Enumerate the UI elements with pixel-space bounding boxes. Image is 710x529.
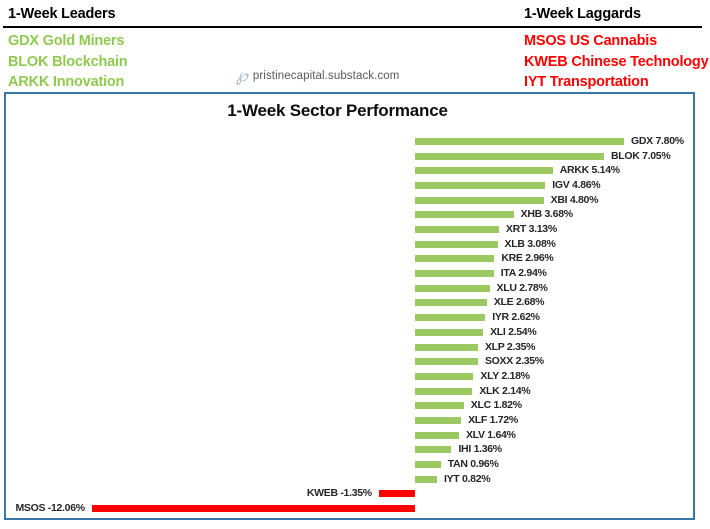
bar-xlu xyxy=(415,284,490,292)
bar-label-kre: KRE 2.96% xyxy=(501,252,554,265)
chart-title: 1-Week Sector Performance xyxy=(227,101,448,120)
bar-soxx xyxy=(415,358,478,366)
header-divider xyxy=(3,26,702,28)
bar-label-ihi: IHI 1.36% xyxy=(458,443,502,456)
bar-label-xhb: XHB 3.68% xyxy=(520,208,573,221)
bar-label-xlc: XLC 1.82% xyxy=(470,399,522,412)
bar-igv xyxy=(415,182,546,190)
bar-kre xyxy=(415,255,495,263)
leader-item-blok: BLOK Blockchain xyxy=(8,53,128,70)
bar-ihi xyxy=(415,446,452,454)
bar-label-ita: ITA 2.94% xyxy=(500,267,547,280)
bar-plot-area: GDX 7.80% BLOK 7.05% ARKK 5.14% IGV 4.86% XB… xyxy=(6,94,693,518)
bar-label-iyt: IYT 0.82% xyxy=(443,472,491,485)
bar-tan xyxy=(415,460,441,468)
watermark: ℘ pristinecapital.substack.com xyxy=(236,66,399,86)
bar-label-msos: MSOS -12.06% xyxy=(15,502,85,514)
laggards-title: 1-Week Laggards xyxy=(524,6,641,22)
bar-label-xlu: XLU 2.78% xyxy=(496,281,548,294)
bar-label-tan: TAN 0.96% xyxy=(447,457,499,470)
bar-label-iyr: IYR 2.62% xyxy=(492,311,540,324)
bar-xrt xyxy=(415,226,499,234)
sector-performance-chart: 1-Week Sector Performance GDX 7.80% BLOK … xyxy=(4,92,695,520)
bar-arkk xyxy=(415,167,553,175)
bar-iyt xyxy=(415,475,437,483)
laggard-item-msos: MSOS US Cannabis xyxy=(524,33,657,49)
bar-xlc xyxy=(415,402,464,410)
laggard-item-iyt: IYT Transportation xyxy=(524,74,649,90)
bar-label-xlf: XLF 1.72% xyxy=(468,413,518,426)
bar-label-soxx: SOXX 2.35% xyxy=(484,355,544,368)
bar-blok xyxy=(415,152,604,160)
bar-xlp xyxy=(415,343,478,351)
bar-gdx xyxy=(415,138,625,145)
bar-ita xyxy=(415,270,494,278)
bar-label-xlp: XLP 2.35% xyxy=(484,340,536,353)
laggard-item-kweb: KWEB Chinese Technology xyxy=(524,53,709,70)
bar-label-xrt: XRT 3.13% xyxy=(505,223,557,236)
bar-xbi xyxy=(415,196,544,204)
bar-msos xyxy=(91,505,415,512)
bar-xli xyxy=(415,328,484,336)
script-p-logo-icon: ℘ xyxy=(236,65,248,86)
bar-xlf xyxy=(415,416,462,424)
bar-label-xbi: XBI 4.80% xyxy=(550,193,599,206)
bar-xlb xyxy=(415,240,498,248)
bar-label-xlv: XLV 1.64% xyxy=(465,428,516,441)
bar-xlk xyxy=(415,387,473,395)
laggards-list: MSOS US Cannabis KWEB Chinese Technology… xyxy=(524,31,709,93)
bar-xly xyxy=(415,372,474,380)
bar-xle xyxy=(415,299,487,307)
bar-label-blok: BLOK 7.05% xyxy=(610,149,671,162)
bar-xhb xyxy=(415,211,514,219)
bar-label-xli: XLI 2.54% xyxy=(490,325,537,338)
bar-kweb xyxy=(378,490,415,498)
bar-label-xlk: XLK 2.14% xyxy=(479,384,531,397)
bar-label-xlb: XLB 3.08% xyxy=(504,237,556,250)
bar-iyr xyxy=(415,314,486,322)
leader-item-gdx: GDX Gold Miners xyxy=(8,33,125,49)
leaders-list: GDX Gold Miners BLOK Blockchain ARKK Inn… xyxy=(8,31,128,93)
bar-label-gdx: GDX 7.80% xyxy=(631,135,684,147)
watermark-text: pristinecapital.substack.com xyxy=(252,70,400,82)
bar-xlv xyxy=(415,431,459,439)
leaders-title: 1-Week Leaders xyxy=(8,6,116,22)
bar-label-kweb: KWEB -1.35% xyxy=(306,487,372,500)
leader-item-arkk: ARKK Innovation xyxy=(8,74,125,90)
bar-label-igv: IGV 4.86% xyxy=(552,179,601,192)
bar-label-xly: XLY 2.18% xyxy=(480,369,530,382)
bar-label-arkk: ARKK 5.14% xyxy=(559,164,620,177)
bar-label-xle: XLE 2.68% xyxy=(493,296,545,309)
